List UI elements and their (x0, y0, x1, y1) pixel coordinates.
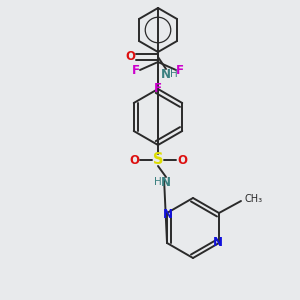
Text: N: N (163, 208, 173, 220)
Text: F: F (154, 82, 162, 94)
Text: O: O (177, 154, 187, 166)
Text: S: S (153, 152, 163, 167)
Text: H: H (170, 69, 178, 79)
Text: N: N (213, 236, 223, 248)
Text: F: F (132, 64, 140, 76)
Text: CH₃: CH₃ (245, 194, 263, 204)
Text: O: O (125, 50, 135, 64)
Text: H: H (154, 177, 162, 187)
Text: N: N (161, 176, 171, 188)
Text: N: N (161, 68, 171, 80)
Text: O: O (129, 154, 139, 166)
Text: F: F (176, 64, 184, 76)
